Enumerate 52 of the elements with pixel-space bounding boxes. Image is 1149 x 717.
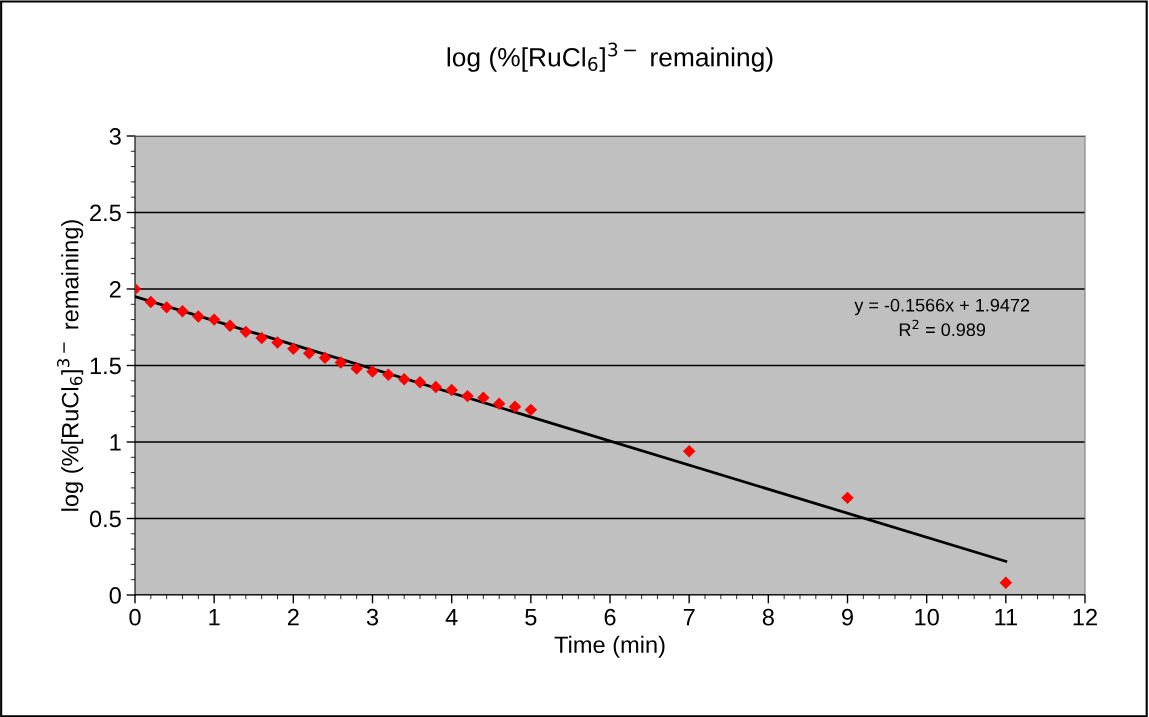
point: [382, 368, 395, 381]
x-tick-label: 2: [287, 608, 299, 626]
point: [223, 319, 237, 332]
point: [239, 325, 253, 339]
point: [413, 376, 427, 389]
x-axis-title: Time (min): [554, 635, 665, 658]
x-tick-label: 9: [842, 608, 853, 626]
x-tick-label: 8: [762, 608, 774, 626]
point: [477, 391, 490, 404]
point: [445, 383, 458, 397]
point: [160, 301, 173, 314]
x-tick-label: 12: [1073, 608, 1097, 626]
x-tick-label: 7: [683, 609, 695, 626]
point: [271, 336, 284, 349]
point: [524, 403, 538, 417]
y-tick-label: 0: [109, 587, 121, 604]
y-axis-title: log (%[RuCl$_{6}$]$^{3−}$ remaining): [56, 220, 84, 511]
x-tick-label: 5: [525, 609, 537, 626]
point: [841, 491, 854, 505]
annotation: y = -0.1566x + 1.9472 R$^{2}$ = 0.989: [854, 298, 1030, 337]
x-tick-label: 4: [445, 609, 458, 626]
point: [176, 304, 189, 318]
point: [334, 356, 348, 369]
point: [302, 347, 316, 360]
y-tick-label: 3: [109, 128, 121, 145]
x-tick-label: 6: [604, 608, 616, 626]
point: [350, 362, 363, 375]
x-tick-label: 0: [129, 608, 141, 626]
point: [492, 397, 506, 410]
point: [508, 400, 522, 414]
x-tick-label: 11: [995, 609, 1017, 626]
chart-title: log (%[RuCl$_{6}$]$^{3−}$ remaining): [447, 42, 773, 72]
point: [366, 365, 379, 378]
point: [999, 576, 1013, 589]
y-tick-label: 2.5: [90, 204, 121, 222]
x-tick-label: 10: [915, 608, 939, 626]
point: [144, 295, 158, 309]
point: [255, 331, 268, 345]
point: [318, 351, 332, 365]
point: [461, 389, 474, 403]
point: [397, 373, 411, 386]
point: [287, 342, 300, 355]
point: [429, 380, 443, 394]
x-tick-label: 1: [209, 609, 220, 626]
y-tick-label: 0.5: [89, 510, 121, 528]
point: [682, 444, 696, 458]
y-tick-label: 1: [110, 434, 121, 451]
y-tick-label: 1.5: [90, 357, 121, 375]
x-tick-label: 3: [366, 608, 379, 626]
point: [192, 310, 205, 323]
point: [207, 313, 221, 326]
y-tick-label: 2: [109, 281, 121, 298]
